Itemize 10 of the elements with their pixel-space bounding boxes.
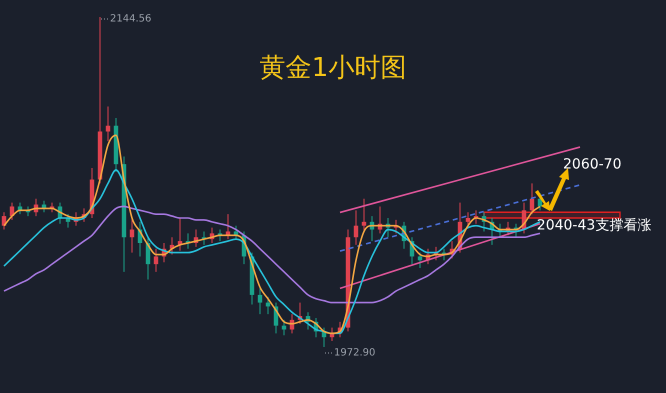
text: 1972.90 xyxy=(334,348,376,359)
annotation: 2060-70 xyxy=(563,156,622,173)
text: 黄金1小时图 xyxy=(258,52,408,85)
candlestick xyxy=(282,319,286,336)
band-label: 2040-43支撑看涨 xyxy=(536,218,652,234)
candlestick xyxy=(266,296,270,315)
annotation: 2144.56 xyxy=(110,14,152,25)
candlestick xyxy=(354,210,358,246)
candlestick xyxy=(418,252,422,268)
candlestick xyxy=(106,106,110,142)
